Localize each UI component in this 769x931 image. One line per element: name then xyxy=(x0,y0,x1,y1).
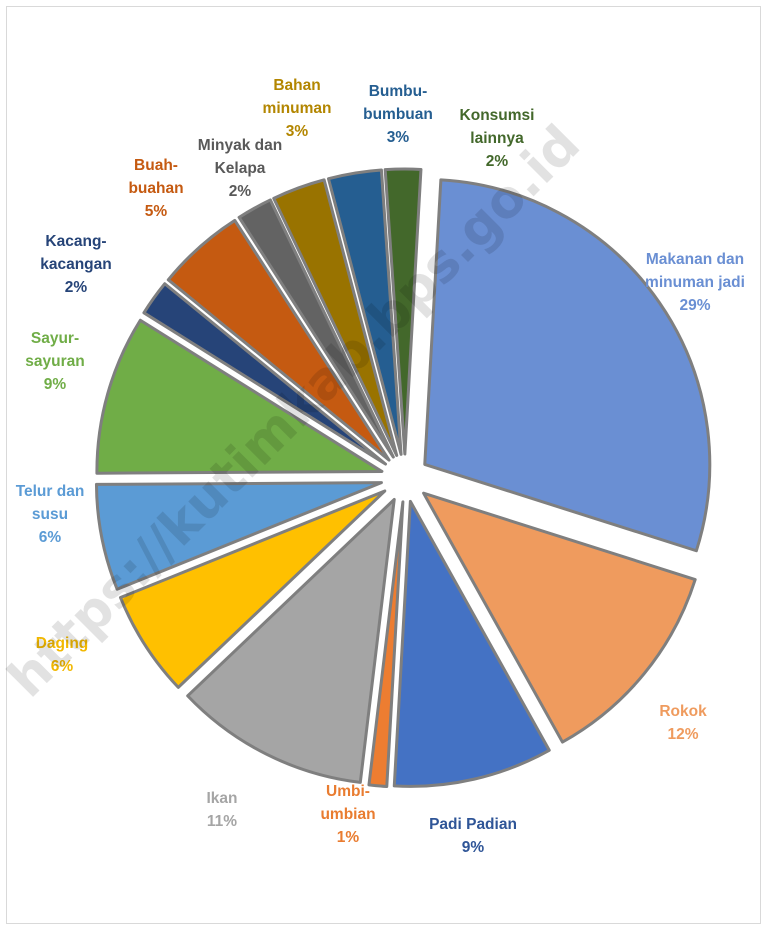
slice-label: Kacang-kacangan 2% xyxy=(40,233,112,296)
slice-label: Umbi-umbian 1% xyxy=(320,783,375,846)
slice-label: Bumbu-bumbuan 3% xyxy=(363,83,433,146)
pie-slice xyxy=(186,497,396,784)
slice-label: Minyak dan Kelapa 2% xyxy=(198,137,282,200)
pie-slice xyxy=(326,168,403,456)
slice-label: Makanan dan minuman jadi 29% xyxy=(645,251,745,314)
pie-slice xyxy=(383,167,423,456)
pie-slice xyxy=(166,218,391,462)
pie-slice xyxy=(423,178,712,553)
slice-label: Konsumsi lainnya 2% xyxy=(460,107,535,170)
pie-slice xyxy=(422,491,697,744)
slice-label: Sayur-sayuran 9% xyxy=(25,330,84,393)
pie-center xyxy=(387,460,423,496)
pie-slice xyxy=(367,500,405,788)
slice-label: Telur dan susu 6% xyxy=(16,483,85,546)
slice-label: Ikan 11% xyxy=(206,790,237,830)
pie-slices xyxy=(94,167,712,788)
pie-slice xyxy=(118,489,387,689)
pie-slice xyxy=(237,198,395,459)
slice-label: Buah-buahan 5% xyxy=(128,157,183,220)
slice-label: Daging 6% xyxy=(36,635,89,675)
pie-slice xyxy=(142,282,387,466)
pie-slice xyxy=(95,318,384,475)
slice-label: Rokok 12% xyxy=(659,703,707,743)
pie-slice xyxy=(94,481,383,591)
pie-labels: Makanan dan minuman jadi 29% Rokok 12% Padi P… xyxy=(16,77,745,856)
pie-slice xyxy=(392,499,551,788)
pie-slice xyxy=(272,178,399,457)
slice-label: Padi Padian 9% xyxy=(429,816,517,856)
slice-label: Bahan minuman 3% xyxy=(263,77,332,140)
